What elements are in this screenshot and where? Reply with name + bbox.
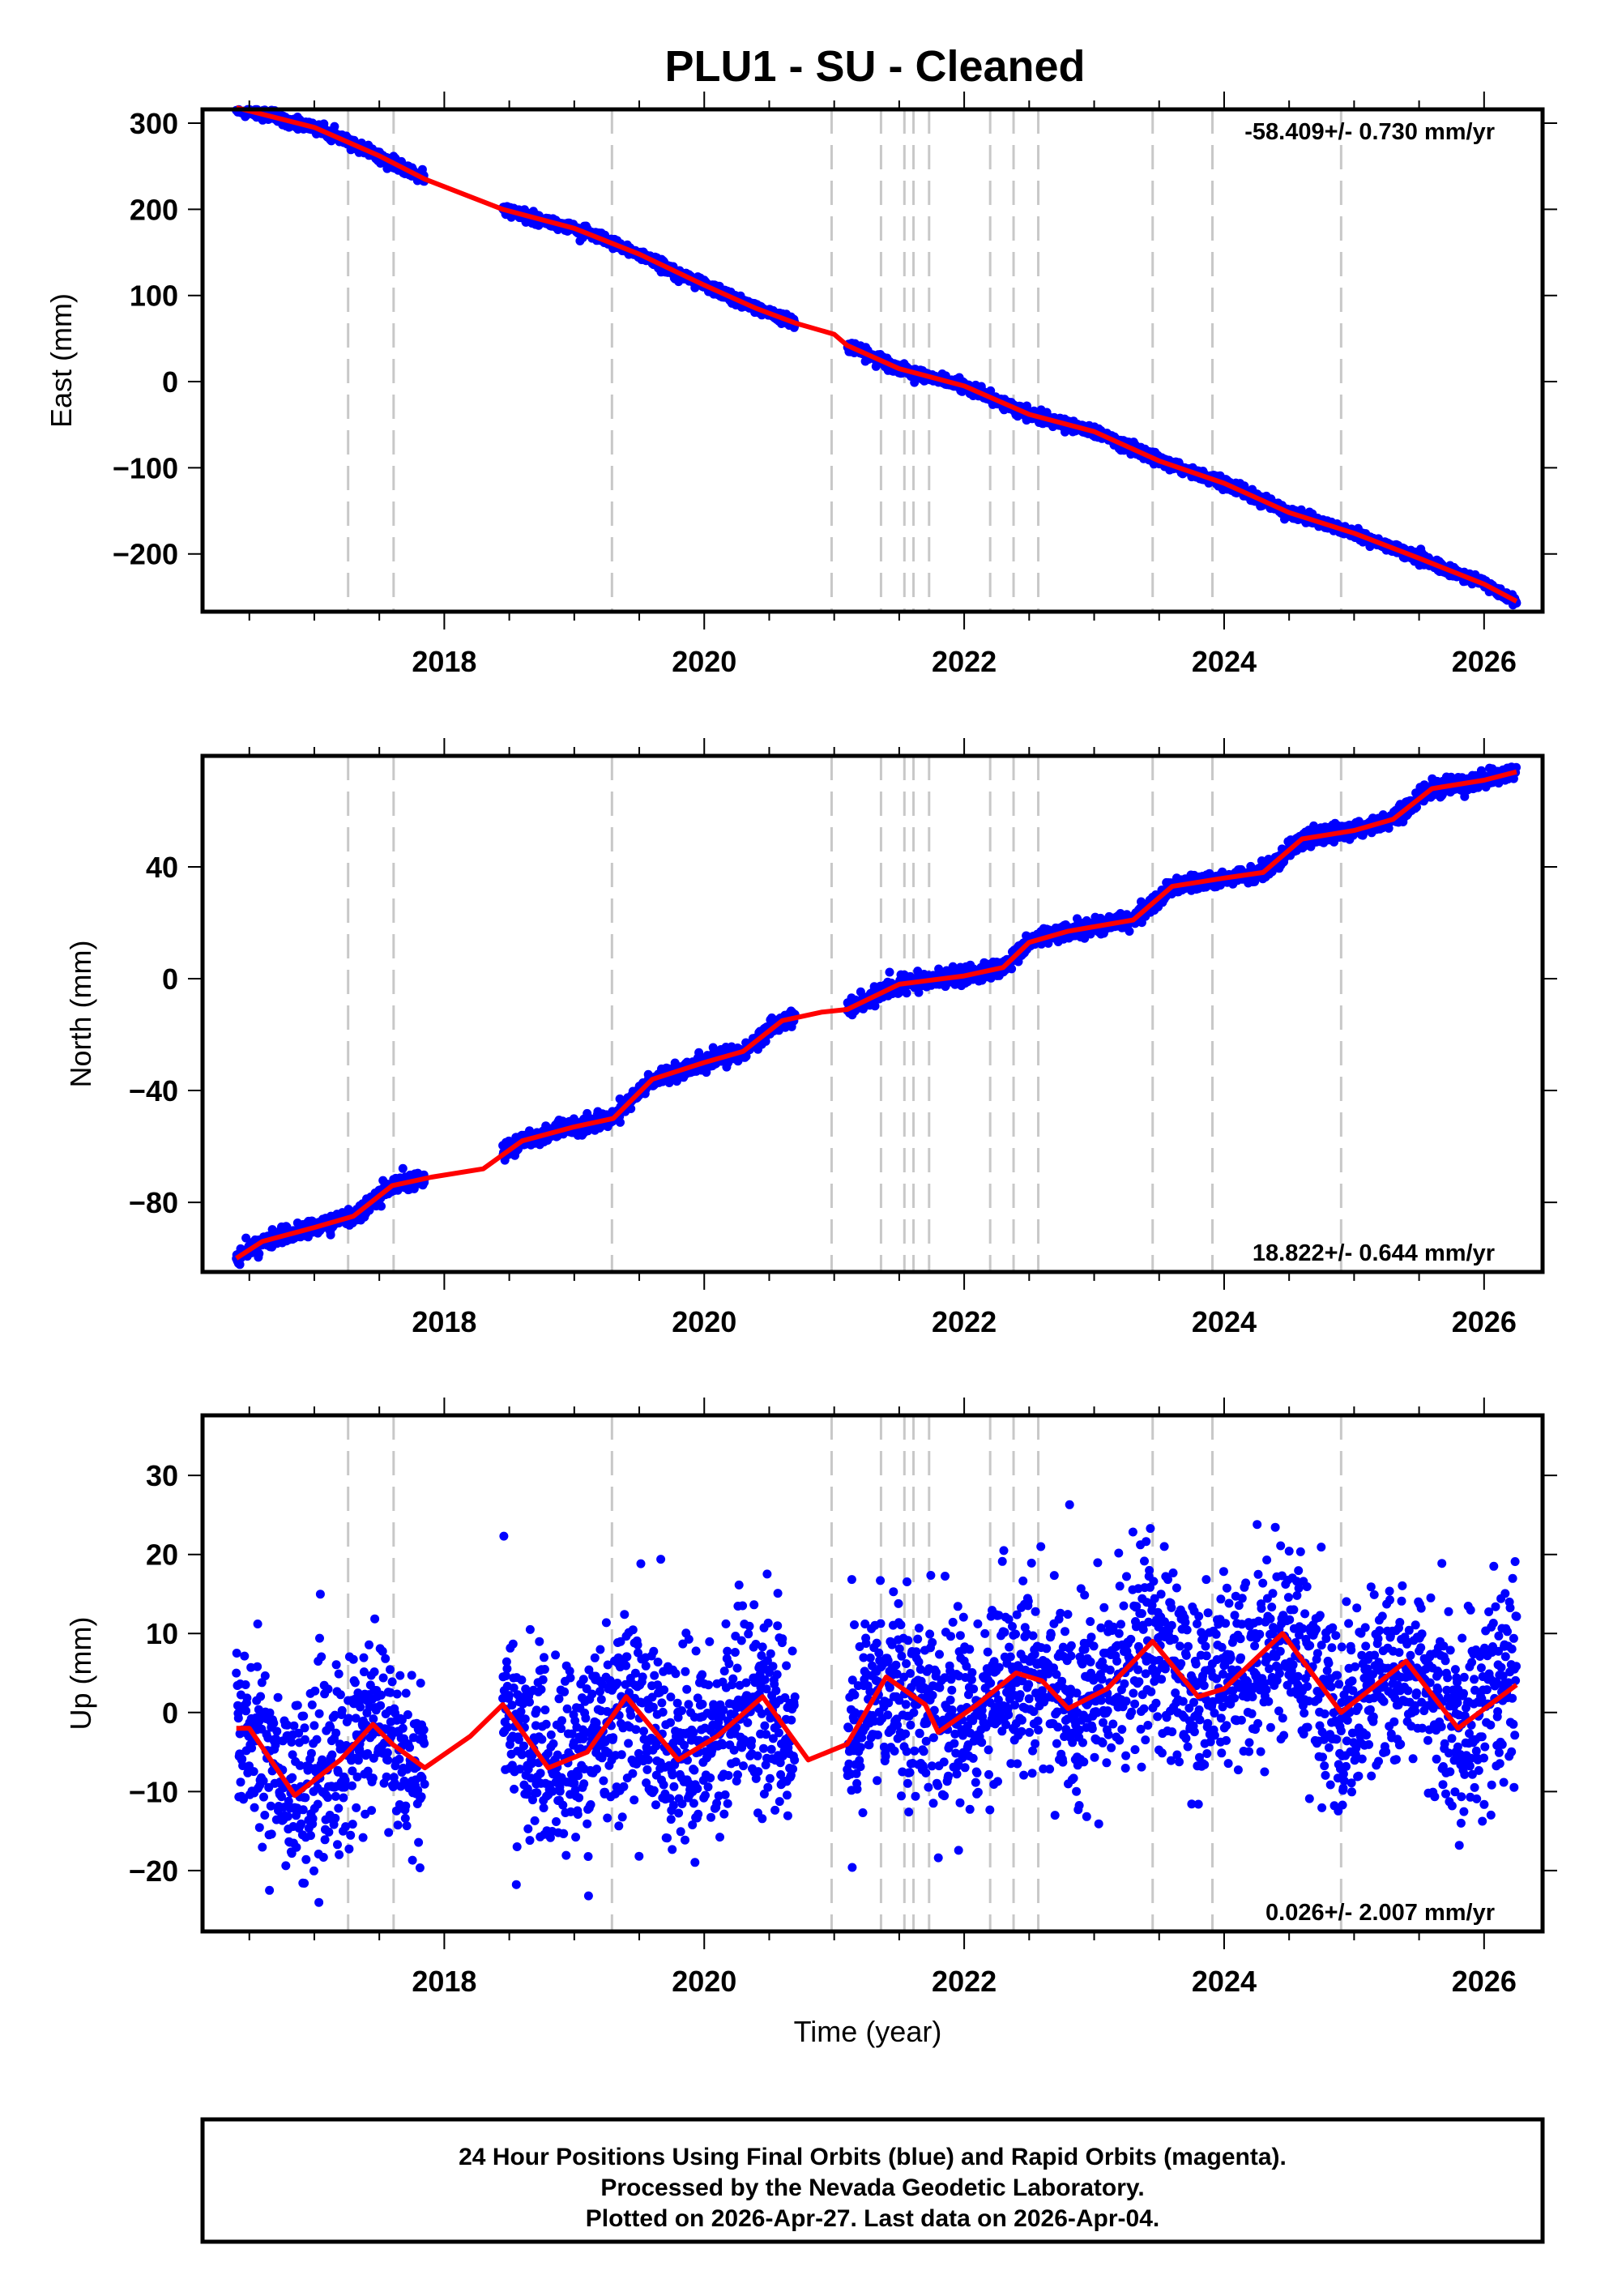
- rate-annotation: -58.409+/- 0.730 mm/yr: [1244, 119, 1495, 145]
- y-tick-label: 100: [130, 280, 178, 313]
- data-point: [902, 988, 911, 998]
- y-tick-label: 0: [162, 365, 178, 399]
- x-tick-label: 2022: [932, 645, 997, 678]
- data-point: [885, 967, 894, 977]
- y-tick-label: −200: [113, 538, 178, 571]
- data-point: [1125, 927, 1134, 936]
- x-tick-label: 2020: [672, 645, 736, 678]
- x-tick-label: 2018: [412, 645, 476, 678]
- data-point: [1007, 964, 1017, 974]
- y-tick-label: −100: [113, 451, 178, 484]
- x-tick-label: 2024: [1192, 645, 1257, 678]
- y-tick-label: 200: [130, 193, 178, 226]
- figure-title: PLU1 - SU - Cleaned: [664, 42, 1085, 91]
- data-point: [254, 1248, 264, 1258]
- y-tick-label: 300: [130, 107, 178, 140]
- data-point: [398, 1163, 408, 1173]
- panel-east: 2018 2020 2022 2024 2026 300 200 100 0 −100 −200 Ea…: [45, 92, 1557, 678]
- data-points-north: [232, 762, 1521, 1270]
- x-tick-label: 2026: [1452, 645, 1517, 678]
- data-point: [330, 122, 339, 131]
- data-point: [616, 1117, 625, 1127]
- y-axis-label: East (mm): [45, 293, 78, 428]
- data-point: [377, 1201, 386, 1211]
